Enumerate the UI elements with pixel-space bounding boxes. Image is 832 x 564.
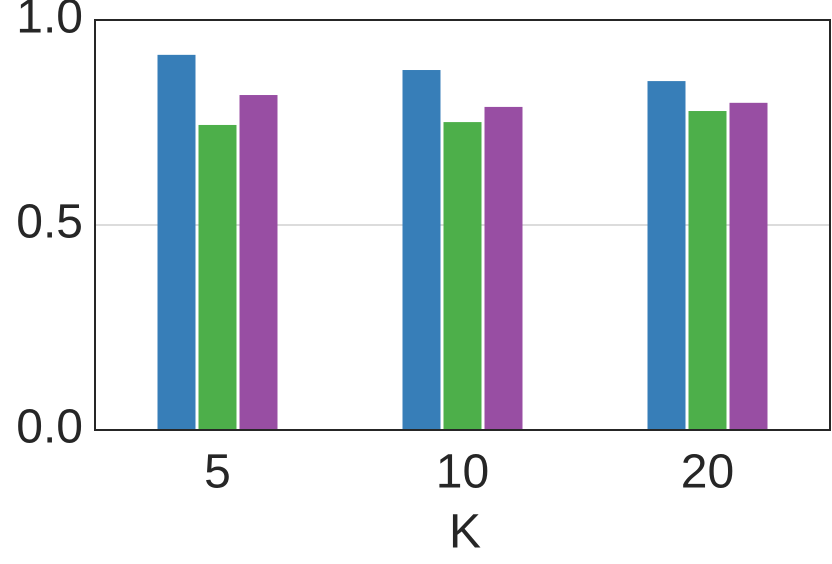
x-tick-label: 20 [681,446,734,499]
plot-frame [94,19,831,431]
bar [443,122,482,430]
x-axis-label: K [449,506,481,559]
x-tick-label: 10 [436,446,489,499]
bar [729,102,768,430]
bar [239,95,278,430]
bar [157,54,196,430]
x-tick-label: 5 [204,446,231,499]
bar [198,124,237,431]
bar [484,106,523,431]
y-tick-label: 0.5 [16,196,83,249]
bar [647,81,686,430]
bar [402,70,441,431]
y-tick-label: 0.0 [16,401,83,454]
bar [688,111,727,431]
y-tick-label: 1.0 [16,0,83,44]
